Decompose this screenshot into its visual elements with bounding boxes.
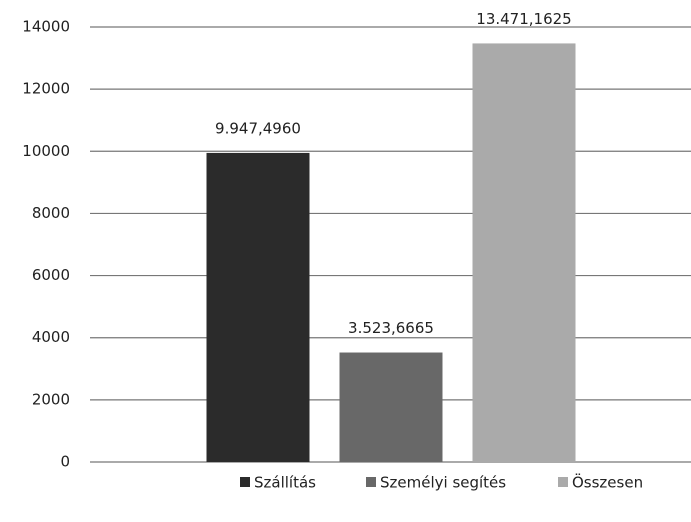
- y-tick-label: 10000: [22, 142, 70, 160]
- bar: [206, 152, 310, 462]
- bar: [339, 352, 443, 462]
- value-label: 3.523,6665: [348, 319, 434, 337]
- y-tick-label: 0: [60, 453, 70, 471]
- y-tick-label: 8000: [32, 204, 70, 222]
- bar: [472, 43, 576, 463]
- y-tick-label: 2000: [32, 390, 70, 408]
- y-tick-label: 14000: [22, 18, 70, 36]
- y-tick-label: 12000: [22, 80, 70, 98]
- value-label: 9.947,4960: [215, 119, 301, 137]
- legend-swatch: [240, 477, 250, 487]
- legend-swatch: [366, 477, 376, 487]
- y-tick-label: 4000: [32, 328, 70, 346]
- value-label: 13.471,1625: [476, 10, 571, 28]
- y-tick-label: 6000: [32, 266, 70, 284]
- legend-label: Összesen: [572, 473, 643, 492]
- legend-label: Személyi segítés: [380, 474, 506, 492]
- legend-label: Szállítás: [254, 474, 316, 492]
- legend-swatch: [558, 477, 568, 487]
